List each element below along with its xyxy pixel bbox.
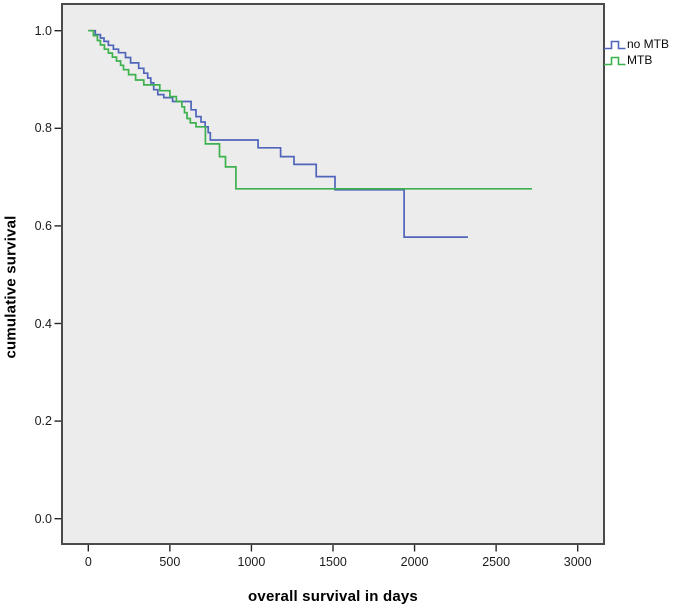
x-tick-label: 0 bbox=[84, 555, 92, 569]
legend-label: MTB bbox=[627, 52, 653, 67]
y-tick-label: 0.8 bbox=[34, 121, 52, 136]
legend-label: no MTB bbox=[627, 36, 670, 51]
y-tick-label: 0.4 bbox=[34, 316, 52, 331]
legend-item-no-mtb: no MTB bbox=[603, 36, 669, 52]
x-axis-title: overall survival in days bbox=[248, 588, 418, 605]
legend-step-line-icon bbox=[604, 40, 626, 49]
x-tick-label: 1500 bbox=[319, 555, 347, 569]
x-tick-label: 1000 bbox=[237, 555, 266, 569]
x-tick-label: 2500 bbox=[482, 555, 511, 569]
axis-tick-marks bbox=[54, 30, 579, 552]
x-tick-label: 3000 bbox=[563, 555, 592, 569]
x-tick-label: 500 bbox=[159, 555, 181, 569]
y-tick-label: 0.0 bbox=[34, 511, 52, 526]
y-tick-label: 1.0 bbox=[34, 23, 52, 38]
legend: no MTB MTB bbox=[603, 36, 669, 68]
y-axis-title: cumulative survival bbox=[2, 215, 20, 359]
y-tick-label: 0.6 bbox=[34, 218, 52, 233]
y-tick-label: 0.2 bbox=[34, 414, 52, 429]
survival-curves bbox=[88, 29, 532, 238]
x-tick-label: 2000 bbox=[400, 555, 429, 569]
legend-step-line-icon bbox=[604, 56, 626, 65]
plot-area bbox=[61, 3, 605, 545]
legend-item-mtb: MTB bbox=[603, 52, 669, 68]
curve-mtb bbox=[88, 29, 532, 190]
curve-no-mtb bbox=[88, 29, 468, 238]
